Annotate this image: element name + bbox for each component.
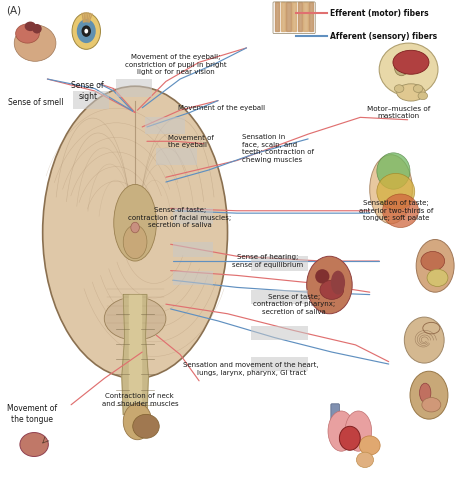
Ellipse shape xyxy=(421,251,445,271)
Ellipse shape xyxy=(413,85,423,92)
FancyBboxPatch shape xyxy=(173,208,213,224)
Ellipse shape xyxy=(331,271,345,295)
Text: (A): (A) xyxy=(6,6,21,16)
Text: Sense of smell: Sense of smell xyxy=(8,99,64,107)
Ellipse shape xyxy=(397,84,425,101)
Text: Efferent (motor) fibers: Efferent (motor) fibers xyxy=(330,9,429,18)
Ellipse shape xyxy=(377,153,410,189)
Ellipse shape xyxy=(82,25,91,37)
Text: Sense of taste;
contraction of pharynx;
secretion of saliva: Sense of taste; contraction of pharynx; … xyxy=(253,294,335,315)
Ellipse shape xyxy=(14,25,56,61)
Ellipse shape xyxy=(104,297,166,340)
Ellipse shape xyxy=(123,403,152,440)
Ellipse shape xyxy=(394,58,409,76)
Ellipse shape xyxy=(370,155,412,224)
Ellipse shape xyxy=(410,371,448,419)
Text: Movement of the eyeball: Movement of the eyeball xyxy=(178,105,265,111)
Ellipse shape xyxy=(393,50,429,74)
Ellipse shape xyxy=(422,398,441,412)
FancyBboxPatch shape xyxy=(251,256,308,271)
Ellipse shape xyxy=(339,426,360,450)
FancyBboxPatch shape xyxy=(156,148,197,165)
Text: Movement of
the tongue: Movement of the tongue xyxy=(7,404,57,424)
FancyBboxPatch shape xyxy=(145,117,185,134)
Ellipse shape xyxy=(84,29,88,34)
Polygon shape xyxy=(309,2,313,31)
Text: Contraction of neck
and shoulder muscles: Contraction of neck and shoulder muscles xyxy=(101,393,178,407)
Ellipse shape xyxy=(383,194,419,228)
Polygon shape xyxy=(298,2,302,31)
Ellipse shape xyxy=(419,383,431,402)
Ellipse shape xyxy=(320,280,344,299)
Polygon shape xyxy=(292,2,296,31)
Ellipse shape xyxy=(72,13,100,49)
Polygon shape xyxy=(275,2,279,31)
Ellipse shape xyxy=(20,433,48,456)
Ellipse shape xyxy=(43,86,228,378)
Ellipse shape xyxy=(377,173,415,210)
Ellipse shape xyxy=(345,411,372,451)
Ellipse shape xyxy=(131,222,139,233)
Polygon shape xyxy=(122,295,148,414)
FancyBboxPatch shape xyxy=(251,326,308,340)
Ellipse shape xyxy=(379,43,438,96)
Ellipse shape xyxy=(77,19,96,43)
FancyBboxPatch shape xyxy=(73,91,109,109)
Ellipse shape xyxy=(404,317,444,363)
Text: Sense of hearing;
sense of equilibrium: Sense of hearing; sense of equilibrium xyxy=(232,254,303,268)
Ellipse shape xyxy=(418,92,428,100)
Ellipse shape xyxy=(123,225,147,259)
Ellipse shape xyxy=(25,22,36,31)
Ellipse shape xyxy=(394,85,404,92)
Text: Sensation of taste;
anterior two-thirds of
tongue; soft palate: Sensation of taste; anterior two-thirds … xyxy=(359,200,433,221)
Ellipse shape xyxy=(307,256,352,314)
Ellipse shape xyxy=(315,269,329,284)
Ellipse shape xyxy=(32,24,42,34)
FancyBboxPatch shape xyxy=(331,404,339,425)
Polygon shape xyxy=(281,2,285,31)
Polygon shape xyxy=(303,2,308,31)
FancyBboxPatch shape xyxy=(251,290,308,304)
Ellipse shape xyxy=(328,411,355,451)
Ellipse shape xyxy=(133,414,159,438)
Text: Movement of the eyeball;
constriction of pupil in bright
light or for near visio: Movement of the eyeball; constriction of… xyxy=(125,54,226,75)
Ellipse shape xyxy=(114,184,156,261)
Text: Sensation in
face, scalp, and
teeth; contraction of
chewing muscles: Sensation in face, scalp, and teeth; con… xyxy=(242,134,314,163)
Text: Afferent (sensory) fibers: Afferent (sensory) fibers xyxy=(330,32,438,41)
Ellipse shape xyxy=(416,240,454,292)
Text: Motor–muscles of
mastication: Motor–muscles of mastication xyxy=(366,106,430,119)
Ellipse shape xyxy=(427,269,448,286)
Ellipse shape xyxy=(356,452,374,468)
Text: Sense of taste;
contraction of facial muscles;
secretion of saliva: Sense of taste; contraction of facial mu… xyxy=(128,207,232,228)
Polygon shape xyxy=(286,2,291,31)
FancyBboxPatch shape xyxy=(116,79,152,97)
Text: Sense of
sight: Sense of sight xyxy=(72,81,104,101)
FancyBboxPatch shape xyxy=(251,357,308,371)
Text: Movement of
the eyeball: Movement of the eyeball xyxy=(168,135,214,148)
Ellipse shape xyxy=(16,24,39,43)
FancyBboxPatch shape xyxy=(173,242,213,257)
Ellipse shape xyxy=(359,436,380,455)
Polygon shape xyxy=(129,295,141,414)
Text: Sensation and movement of the heart,
lungs, larynx, pharynx, GI tract: Sensation and movement of the heart, lun… xyxy=(183,362,319,376)
FancyBboxPatch shape xyxy=(173,271,213,285)
